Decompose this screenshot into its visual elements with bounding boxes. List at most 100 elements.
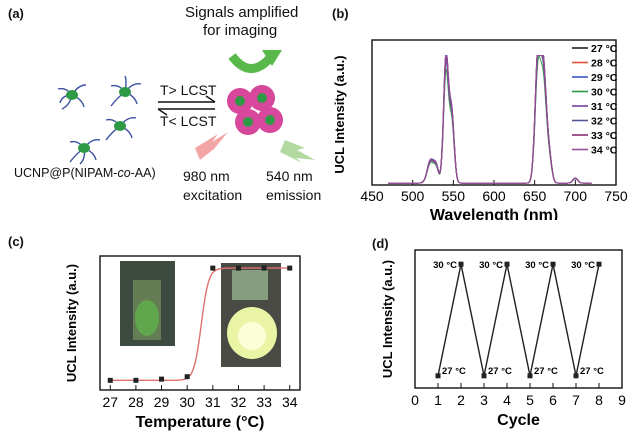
legend-label: 32 °C: [591, 116, 618, 128]
spectrum-line-28: [388, 54, 592, 184]
cycle-chart: 0 1 2 3 4 5 6 7 8 9 Cycle UCL Intensity (a.u.) 27 °C…: [380, 249, 626, 429]
x-tick-label: 1: [434, 392, 442, 408]
vial-photo-dim: [120, 261, 175, 346]
legend-label: 34 °C: [591, 145, 618, 157]
x-tick-label: 33: [256, 394, 272, 410]
data-point: [261, 265, 267, 271]
x-tick-label: 28: [128, 394, 144, 410]
sample-name: UCNP@P(NIPAM-co-AA): [14, 166, 156, 180]
x-tick-label: 8: [595, 392, 603, 408]
panel-a-schematic: [57, 50, 315, 165]
x-tick-label: 450: [360, 188, 384, 204]
panel-d-label: (d): [372, 236, 389, 251]
x-tick-label: 3: [480, 392, 488, 408]
point-label: 27 °C: [488, 366, 512, 377]
for-imaging-text: for imaging: [203, 22, 278, 39]
x-tick-label: 700: [564, 188, 588, 204]
spectrum-line-30: [388, 55, 592, 184]
x-tick-label: 550: [442, 188, 466, 204]
panel-c: (c) 27 28 29 30 31 32 33 34 Temperature (°C) UCL …: [0, 220, 320, 438]
data-point: [573, 373, 579, 379]
green-nanoparticles: [66, 87, 131, 153]
legend-label: 27 °C: [591, 43, 618, 55]
data-point: [435, 373, 441, 379]
x-axis-title: Cycle: [497, 412, 540, 429]
vial-photo-bright: [221, 263, 281, 367]
equilibrium-arrows: [157, 95, 216, 116]
data-point: [596, 261, 602, 267]
x-tick-label: 27: [102, 394, 118, 410]
x-tick-label: 5: [526, 392, 534, 408]
data-point: [481, 373, 487, 379]
aggregated-particles: [227, 85, 283, 135]
x-tick-label: 31: [205, 394, 221, 410]
legend-label: 28 °C: [591, 58, 618, 70]
x-tick-label: 29: [154, 394, 170, 410]
data-point: [210, 265, 216, 271]
spectrum-line-29: [388, 54, 592, 184]
temperature-chart: 27 28 29 30 31 32 33 34 Temperature (°C) UCL Inte…: [64, 255, 301, 431]
point-label: 30 °C: [433, 260, 457, 271]
data-point: [504, 261, 510, 267]
above-lcst-label: T> LCST: [160, 82, 217, 98]
excitation-bolt: [195, 132, 228, 160]
excitation-wavelength: 980 nm: [183, 168, 230, 184]
panel-a: (a): [0, 0, 322, 220]
spectrum-line-33: [388, 54, 592, 184]
x-tick-label: 7: [572, 392, 580, 408]
point-label: 30 °C: [525, 260, 549, 271]
data-point: [287, 265, 293, 271]
x-tick-label: 600: [482, 188, 506, 204]
plot-frame: [414, 249, 623, 389]
emission-bolt: [280, 140, 315, 163]
panel-b: (b) 450 500 550 600 650 700 750 Wavelength (nm)…: [320, 0, 635, 220]
emission-wavelength: 540 nm: [266, 168, 313, 184]
x-tick-label: 32: [231, 394, 247, 410]
data-point: [184, 374, 190, 380]
data-point: [133, 377, 139, 383]
panel-d: (d) 0 1 2 3 4 5 6 7 8 9 Cycle UCL Intensity (a.u.) 2…: [320, 220, 635, 438]
x-tick-label: 500: [401, 188, 425, 204]
spectrum-line-27: [388, 54, 592, 184]
panel-b-label: (b): [332, 6, 349, 21]
data-point: [458, 261, 464, 267]
x-tick-label: 6: [549, 392, 557, 408]
x-axis-title: Wavelength (nm): [430, 207, 558, 220]
x-tick-label: 0: [411, 392, 419, 408]
below-lcst-label: T< LCST: [160, 113, 217, 129]
panel-c-label: (c): [8, 234, 24, 249]
legend-label: 31 °C: [591, 101, 618, 113]
amplified-signal-arrowhead: [262, 50, 282, 66]
spectrum-chart: 450 500 550 600 650 700 750 Wavelength (nm) UCL …: [332, 39, 628, 220]
plot-frame: [99, 255, 301, 391]
legend-label: 33 °C: [591, 130, 618, 142]
excitation-text: excitation: [183, 187, 243, 203]
data-point: [107, 377, 113, 383]
y-axis-title: UCL Intensity (a.u.): [380, 260, 395, 378]
dispersed-particles: [57, 75, 142, 165]
point-label: 27 °C: [534, 366, 558, 377]
amplified-signal-arrow: [228, 53, 274, 73]
point-label: 30 °C: [479, 260, 503, 271]
point-label: 27 °C: [442, 366, 466, 377]
y-axis-title: UCL Intensity (a.u.): [64, 264, 79, 382]
spectrum-line-34: [388, 54, 592, 184]
point-label: 27 °C: [580, 366, 604, 377]
spectrum-line-31: [388, 54, 592, 184]
cycle-line: [437, 264, 600, 376]
spectrum-line-32: [388, 54, 592, 184]
data-point: [550, 261, 556, 267]
x-axis-title: Temperature (°C): [136, 414, 265, 431]
panel-a-label: (a): [8, 6, 24, 21]
emission-text: emission: [266, 187, 322, 203]
y-axis-title: UCL Intensity (a.u.): [332, 55, 347, 173]
x-tick-label: 30: [179, 394, 195, 410]
data-point: [235, 265, 241, 271]
x-tick-label: 750: [604, 188, 628, 204]
point-label: 30 °C: [571, 260, 595, 271]
data-point: [159, 376, 165, 382]
x-tick-label: 34: [282, 394, 298, 410]
x-tick-label: 2: [457, 392, 465, 408]
x-tick-label: 650: [523, 188, 547, 204]
legend-label: 30 °C: [591, 87, 618, 99]
